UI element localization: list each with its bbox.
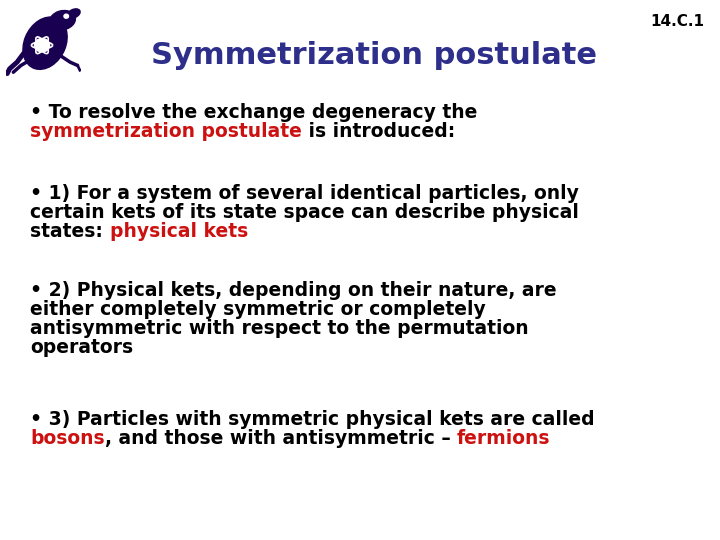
- Text: antisymmetric with respect to the permutation: antisymmetric with respect to the permut…: [30, 319, 529, 338]
- Text: operators: operators: [30, 338, 133, 357]
- Ellipse shape: [23, 17, 67, 69]
- Text: • To resolve the exchange degeneracy the: • To resolve the exchange degeneracy the: [30, 103, 477, 122]
- Text: • 3) Particles with symmetric physical kets are called: • 3) Particles with symmetric physical k…: [30, 410, 595, 429]
- Text: symmetrization postulate: symmetrization postulate: [30, 122, 302, 140]
- Text: , and those with antisymmetric –: , and those with antisymmetric –: [105, 429, 457, 448]
- Circle shape: [40, 43, 45, 47]
- Circle shape: [35, 38, 50, 52]
- Text: 14.C.1: 14.C.1: [650, 14, 704, 29]
- Text: certain kets of its state space can describe physical: certain kets of its state space can desc…: [30, 202, 579, 221]
- Text: bosons: bosons: [30, 429, 105, 448]
- Ellipse shape: [68, 9, 80, 18]
- Text: fermions: fermions: [457, 429, 551, 448]
- Text: physical kets: physical kets: [109, 221, 248, 241]
- Text: either completely symmetric or completely: either completely symmetric or completel…: [30, 300, 486, 319]
- Text: is introduced:: is introduced:: [302, 122, 455, 140]
- Text: states:: states:: [30, 221, 109, 241]
- Text: Symmetrization postulate: Symmetrization postulate: [151, 41, 598, 70]
- Ellipse shape: [50, 10, 76, 30]
- Circle shape: [64, 14, 68, 18]
- Text: • 2) Physical kets, depending on their nature, are: • 2) Physical kets, depending on their n…: [30, 281, 557, 300]
- Text: • 1) For a system of several identical particles, only: • 1) For a system of several identical p…: [30, 184, 579, 202]
